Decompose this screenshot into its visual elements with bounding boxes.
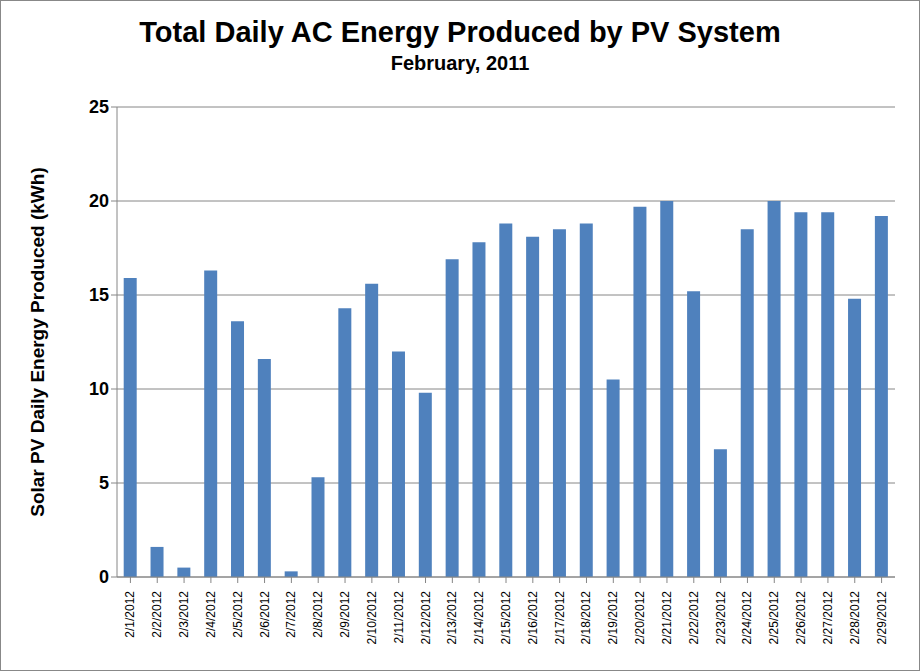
svg-text:2/21/2012: 2/21/2012: [660, 591, 674, 645]
html-text:Solar PV Daily Energy Produced: Solar PV Daily Energy Produced (kWh): [27, 167, 48, 517]
svg-text:2/18/2012: 2/18/2012: [579, 591, 593, 645]
svg-text:2/29/2012: 2/29/2012: [875, 591, 889, 645]
svg-text:25: 25: [89, 97, 109, 117]
svg-text:2/15/2012: 2/15/2012: [499, 591, 513, 645]
svg-text:2/4/2012: 2/4/2012: [204, 591, 218, 638]
html-text:Total Daily AC Energy Produced: Total Daily AC Energy Produced by PV Sys…: [139, 16, 781, 48]
svg-text:2/2/2012: 2/2/2012: [150, 591, 164, 638]
svg-text:2/10/2012: 2/10/2012: [365, 591, 379, 645]
svg-text:2/23/2012: 2/23/2012: [714, 591, 728, 645]
svg-text:2/26/2012: 2/26/2012: [794, 591, 808, 645]
svg-text:2/28/2012: 2/28/2012: [848, 591, 862, 645]
svg-text:2/25/2012: 2/25/2012: [767, 591, 781, 645]
svg-text:0: 0: [99, 567, 109, 587]
svg-text:20: 20: [89, 191, 109, 211]
svg-text:2/16/2012: 2/16/2012: [526, 591, 540, 645]
html-text:February, 2011: February, 2011: [390, 52, 530, 74]
svg-text:2/1/2012: 2/1/2012: [123, 591, 137, 638]
svg-text:2/14/2012: 2/14/2012: [472, 591, 486, 645]
svg-text:2/5/2012: 2/5/2012: [231, 591, 245, 638]
svg-text:2/6/2012: 2/6/2012: [258, 591, 272, 638]
svg-text:2/24/2012: 2/24/2012: [740, 591, 754, 645]
svg-text:2/13/2012: 2/13/2012: [445, 591, 459, 645]
svg-text:2/17/2012: 2/17/2012: [553, 591, 567, 645]
svg-text:2/12/2012: 2/12/2012: [419, 591, 433, 645]
svg-text:2/8/2012: 2/8/2012: [311, 591, 325, 638]
svg-text:2/27/2012: 2/27/2012: [821, 591, 835, 645]
svg-text:2/7/2012: 2/7/2012: [284, 591, 298, 638]
svg-text:5: 5: [99, 473, 109, 493]
svg-text:15: 15: [89, 285, 109, 305]
svg-text:2/3/2012: 2/3/2012: [177, 591, 191, 638]
svg-text:2/19/2012: 2/19/2012: [606, 591, 620, 645]
svg-text:10: 10: [89, 379, 109, 399]
svg-text:2/11/2012: 2/11/2012: [392, 591, 406, 644]
svg-text:2/20/2012: 2/20/2012: [633, 591, 647, 645]
svg-text:2/9/2012: 2/9/2012: [338, 591, 352, 638]
svg-text:2/22/2012: 2/22/2012: [687, 591, 701, 645]
